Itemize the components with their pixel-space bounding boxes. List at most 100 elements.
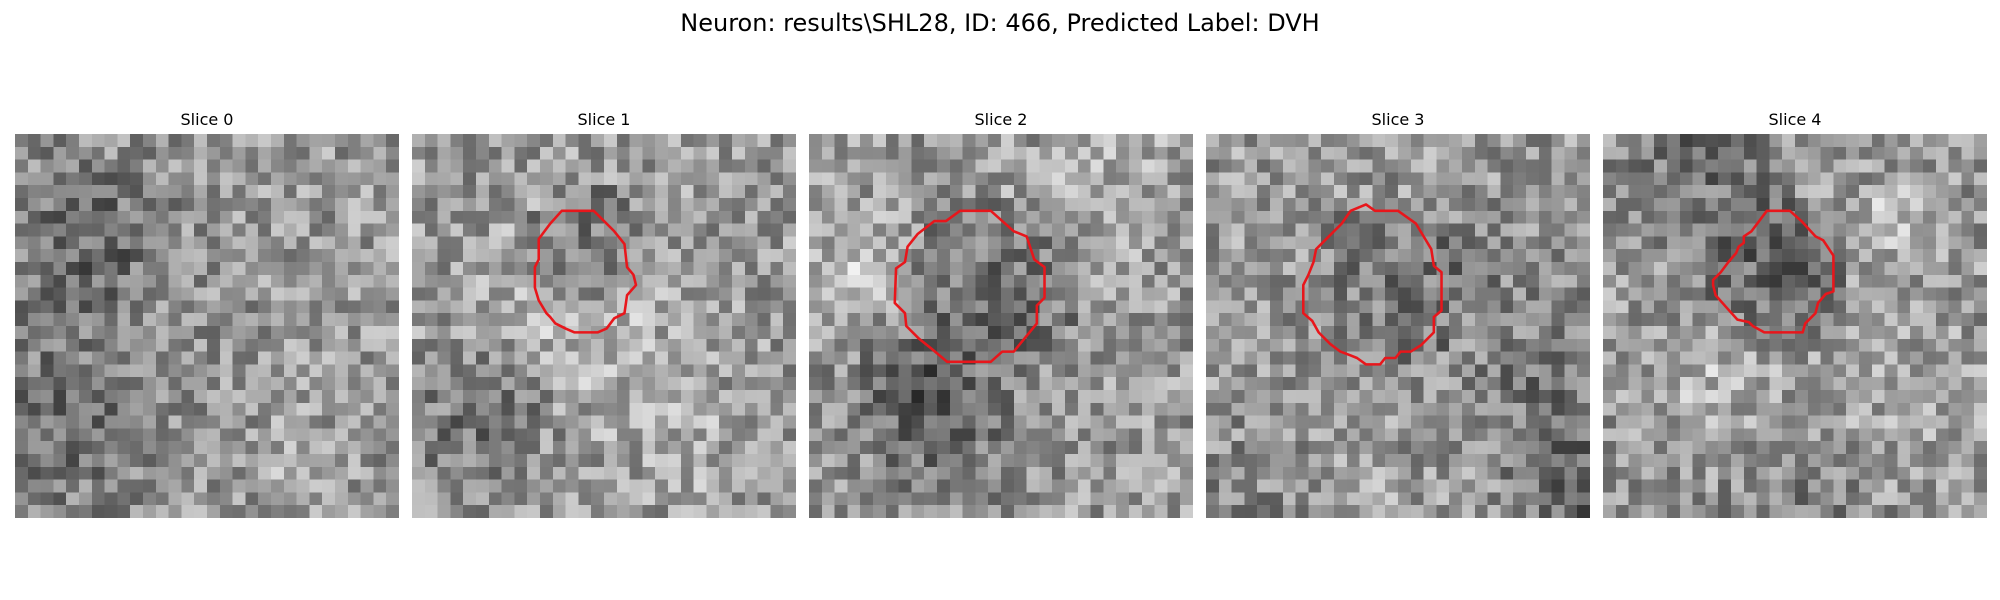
pixel: [578, 236, 592, 250]
pixel: [975, 146, 989, 160]
pixel: [501, 274, 515, 288]
pixel: [104, 172, 118, 186]
pixel: [91, 338, 105, 352]
pixel: [693, 198, 707, 212]
pixel: [629, 159, 643, 173]
pixel: [552, 300, 566, 314]
pixel: [527, 300, 541, 314]
pixel: [1474, 454, 1488, 468]
pixel: [1769, 274, 1783, 288]
pixel: [1244, 198, 1258, 212]
pixel: [693, 236, 707, 250]
pixel: [450, 364, 464, 378]
pixel: [1039, 326, 1053, 340]
pixel: [1103, 185, 1117, 199]
pixel: [1167, 479, 1181, 493]
pixel: [1116, 428, 1130, 442]
pixel: [809, 351, 823, 365]
pixel: [322, 172, 336, 186]
pixel: [873, 300, 887, 314]
pixel: [706, 479, 720, 493]
pixel: [1359, 364, 1373, 378]
pixel: [1154, 351, 1168, 365]
pixel: [194, 466, 208, 480]
pixel: [117, 377, 131, 391]
pixel: [1961, 185, 1975, 199]
pixel: [1679, 287, 1693, 301]
pixel: [1859, 479, 1873, 493]
pixel: [1756, 492, 1770, 506]
pixel: [1167, 146, 1181, 160]
pixel: [386, 492, 399, 506]
pixel: [885, 351, 899, 365]
pixel: [693, 390, 707, 404]
pixel: [1615, 287, 1629, 301]
pixel: [424, 505, 438, 518]
pixel: [501, 441, 515, 455]
pixel: [1129, 146, 1143, 160]
pixel: [1129, 236, 1143, 250]
pixel: [604, 313, 618, 327]
pixel: [1052, 287, 1066, 301]
pixel: [962, 492, 976, 506]
pixel: [53, 274, 67, 288]
pixel: [1436, 466, 1450, 480]
pixel: [501, 364, 515, 378]
pixel: [655, 377, 669, 391]
pixel: [1090, 454, 1104, 468]
pixel: [117, 364, 131, 378]
pixel: [296, 492, 310, 506]
pixel: [616, 466, 630, 480]
pixel: [1859, 172, 1873, 186]
pixel: [1487, 415, 1501, 429]
pixel: [642, 428, 656, 442]
pixel: [1103, 300, 1117, 314]
pixel: [79, 466, 93, 480]
pixel: [1679, 134, 1693, 148]
pixel: [1526, 351, 1540, 365]
pixel: [540, 466, 554, 480]
pixel: [424, 210, 438, 224]
pixel: [706, 236, 720, 250]
pixel: [1833, 351, 1847, 365]
pixel: [271, 146, 285, 160]
pixel: [604, 146, 618, 160]
pixel: [155, 390, 169, 404]
pixel: [15, 300, 29, 314]
pixel: [1013, 134, 1027, 148]
pixel: [245, 146, 259, 160]
pixel: [450, 466, 464, 480]
pixel: [1692, 454, 1706, 468]
pixel: [1039, 249, 1053, 263]
pixel: [1846, 326, 1860, 340]
pixel: [1961, 146, 1975, 160]
pixel: [386, 428, 399, 442]
pixel: [898, 185, 912, 199]
pixel: [15, 479, 29, 493]
pixel: [1705, 505, 1719, 518]
pixel: [1833, 172, 1847, 186]
pixel: [578, 249, 592, 263]
pixel: [143, 236, 157, 250]
pixel: [1385, 236, 1399, 250]
pixel: [1206, 159, 1220, 173]
pixel: [1449, 262, 1463, 276]
pixel: [1731, 172, 1745, 186]
pixel: [988, 223, 1002, 237]
pixel: [1871, 466, 1885, 480]
pixel: [1026, 351, 1040, 365]
pixel: [1718, 390, 1732, 404]
pixel: [975, 159, 989, 173]
pixel: [1500, 338, 1514, 352]
pixel: [1615, 364, 1629, 378]
pixel: [1948, 454, 1962, 468]
pixel: [1052, 185, 1066, 199]
pixel: [1718, 134, 1732, 148]
pixel: [552, 377, 566, 391]
pixel: [540, 262, 554, 276]
pixel: [706, 134, 720, 148]
pixel: [1423, 505, 1437, 518]
pixel: [1731, 262, 1745, 276]
pixel: [1334, 454, 1348, 468]
pixel: [232, 364, 246, 378]
